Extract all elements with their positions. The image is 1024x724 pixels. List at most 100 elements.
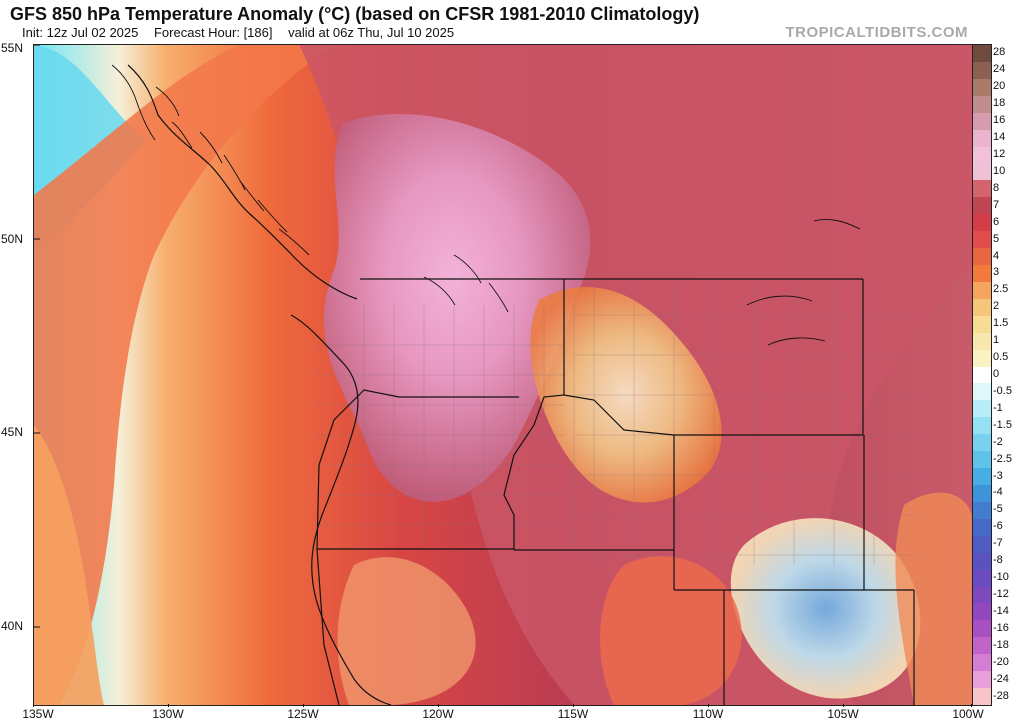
latitude-longitude-markers (34, 45, 40, 628)
temperature-anomaly-colorbar (972, 44, 992, 706)
colorbar-label: 28 (993, 46, 1006, 59)
latitude-label-40n: 40N (1, 619, 24, 633)
map-header: GFS 850 hPa Temperature Anomaly (°C) (ba… (0, 0, 1024, 44)
colorbar-cell (973, 535, 991, 553)
longitude-tick-100w (971, 704, 972, 707)
map-svg (34, 45, 972, 705)
colorbar-cell (973, 231, 991, 249)
colorbar-cell (973, 315, 991, 333)
colorbar-label: -7 (993, 537, 1003, 550)
colorbar-label: -4 (993, 486, 1003, 499)
colorbar-label: -2 (993, 435, 1003, 448)
colorbar-label: -5 (993, 503, 1003, 516)
colorbar-cell (973, 620, 991, 638)
colorbar-label: -1.5 (993, 418, 1012, 431)
colorbar-label: 16 (993, 114, 1006, 127)
colorbar-label: 1.5 (993, 317, 1009, 330)
colorbar-label: 1 (993, 334, 1000, 347)
colorbar-label: 10 (993, 164, 1006, 177)
colorbar-cell (973, 671, 991, 689)
colorbar-label: -18 (993, 638, 1009, 651)
colorbar-label: -6 (993, 520, 1003, 533)
longitude-label-110w: 110W (692, 707, 724, 721)
colorbar-label: 12 (993, 148, 1006, 160)
colorbar-cell (973, 332, 991, 350)
cool-anomaly-patch (730, 518, 921, 699)
longitude-label-130w: 130W (152, 707, 184, 721)
longitude-label-135w: 135W (22, 707, 54, 721)
longitude-label-100w: 100W (952, 707, 984, 721)
init-time: Init: 12z Jul 02 2025 (22, 25, 139, 40)
colorbar-cell (973, 637, 991, 655)
warm-orange-southwest (34, 425, 104, 705)
colorbar-cell (973, 214, 991, 232)
temperature-anomaly-map (33, 44, 973, 706)
longitude-label-115w: 115W (557, 707, 589, 721)
colorbar-label: -8 (993, 554, 1003, 567)
colorbar-label: -10 (993, 571, 1009, 584)
colorbar-label: 24 (993, 63, 1006, 76)
colorbar-label: -3 (993, 469, 1003, 482)
colorbar-cell (973, 95, 991, 113)
longitude-tick-115w (573, 704, 574, 707)
colorbar-cell (973, 180, 991, 198)
colorbar-cell (973, 484, 991, 502)
longitude-tick-125w (303, 704, 304, 707)
colorbar-label: -1 (993, 401, 1003, 414)
colorbar-label: 0.5 (993, 351, 1009, 364)
forecast-info-line: Init: 12z Jul 02 2025 Forecast Hour: [18… (22, 25, 466, 41)
colorbar-cell (973, 586, 991, 604)
colorbar-cell (973, 518, 991, 536)
colorbar-label: -28 (993, 689, 1009, 702)
latitude-label-55n: 55N (1, 41, 24, 55)
colorbar-cell (973, 163, 991, 181)
latitude-label-45n: 45N (1, 425, 24, 439)
colorbar-label: 2 (993, 300, 1000, 313)
colorbar-cell (973, 468, 991, 485)
colorbar-cell (973, 552, 991, 570)
site-watermark: TROPICALTIDBITS.COM (785, 24, 968, 41)
longitude-label-105w: 105W (827, 707, 859, 721)
colorbar-label: 6 (993, 215, 1000, 228)
longitude-tick-120w (438, 704, 439, 707)
colorbar-label: -0.5 (993, 384, 1012, 397)
colorbar-cell (973, 248, 991, 265)
longitude-tick-110w (708, 704, 709, 707)
colorbar-cell (973, 383, 991, 401)
longitude-tick-135w (33, 704, 34, 707)
colorbar-cell (973, 264, 991, 282)
colorbar-cell (973, 298, 991, 316)
colorbar-cell (973, 61, 991, 79)
colorbar-cell (973, 78, 991, 96)
colorbar-cell (973, 569, 991, 587)
colorbar-cell (973, 417, 991, 435)
colorbar-cell (973, 434, 991, 452)
colorbar-cell (973, 654, 991, 672)
colorbar-label-column: 28 24 20 18 16 14 12 10 8 7 6 5 4 3 2.5 2 1.5 1 0.5 0 -0.5 -1… (993, 44, 1024, 704)
colorbar-cell (973, 281, 991, 299)
colorbar-label: 5 (993, 232, 1000, 245)
colorbar-label: 8 (993, 181, 1000, 194)
colorbar-label: -12 (993, 588, 1009, 600)
warm-nevada-patch (337, 557, 476, 705)
longitude-tick-105w (843, 704, 844, 707)
valid-time: valid at 06z Thu, Jul 10 2025 (288, 25, 455, 40)
colorbar-cell (973, 501, 991, 519)
colorbar-cell (973, 349, 991, 367)
colorbar-label: 2.5 (993, 283, 1009, 296)
colorbar-label: 0 (993, 368, 1000, 380)
colorbar-label: 7 (993, 198, 1000, 211)
colorbar-label: 4 (993, 249, 1000, 262)
warm-colorado-patch (600, 556, 742, 705)
colorbar-label: 20 (993, 80, 1006, 93)
colorbar-label: -14 (993, 604, 1009, 617)
colorbar-cell (973, 45, 991, 62)
colorbar-cell (973, 112, 991, 130)
colorbar-cell (973, 400, 991, 418)
colorbar-cell (973, 129, 991, 147)
colorbar-cell (973, 603, 991, 621)
coastline-details (111, 64, 861, 346)
longitude-label-125w: 125W (287, 707, 319, 721)
colorbar-cell (973, 146, 991, 164)
